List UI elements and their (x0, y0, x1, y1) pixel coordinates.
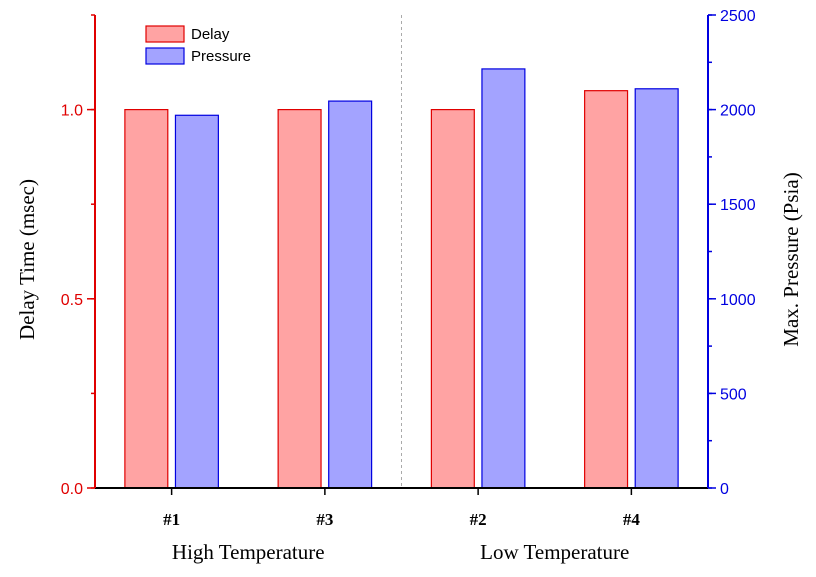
left-tick-label: 0.5 (61, 292, 83, 309)
left-tick-label: 0.0 (61, 481, 83, 498)
legend-label-delay: Delay (191, 26, 230, 43)
right-tick-label: 2500 (720, 8, 756, 25)
bar-pressure-n4 (634, 88, 679, 489)
labels: #1 #3 #2 #4 High Temperature Low Temperature 0… (15, 8, 803, 564)
bars (124, 68, 679, 489)
x-tick-label: #3 (316, 510, 333, 529)
bar-pressure-n1 (174, 114, 219, 489)
bar-delay-n2 (430, 108, 475, 489)
right-tick-label: 2000 (720, 103, 756, 120)
right-tick-label: 0 (720, 481, 729, 498)
x-tick-label: #4 (623, 510, 641, 529)
left-axis-title: Delay Time (msec) (15, 179, 39, 340)
axes (87, 14, 716, 495)
bar-delay-n3 (277, 108, 322, 489)
bar-pressure-n2 (481, 68, 526, 489)
legend-swatch-delay (145, 25, 185, 43)
right-tick-label: 1500 (720, 197, 756, 214)
right-tick-label: 500 (720, 386, 747, 403)
bar-delay-n4 (584, 90, 629, 489)
legend-label-pressure: Pressure (191, 48, 251, 65)
legend-swatch-pressure (145, 47, 185, 65)
legend: Delay Pressure (145, 25, 251, 65)
right-tick-label: 1000 (720, 292, 756, 309)
x-tick-label: #1 (163, 510, 180, 529)
x-tick-label: #2 (470, 510, 487, 529)
group-label: High Temperature (172, 540, 325, 564)
group-label: Low Temperature (480, 540, 629, 564)
left-tick-label: 1.0 (61, 103, 83, 120)
right-axis-title: Max. Pressure (Psia) (779, 172, 803, 346)
bar-pressure-n3 (328, 100, 373, 489)
bar-delay-n1 (124, 108, 169, 489)
